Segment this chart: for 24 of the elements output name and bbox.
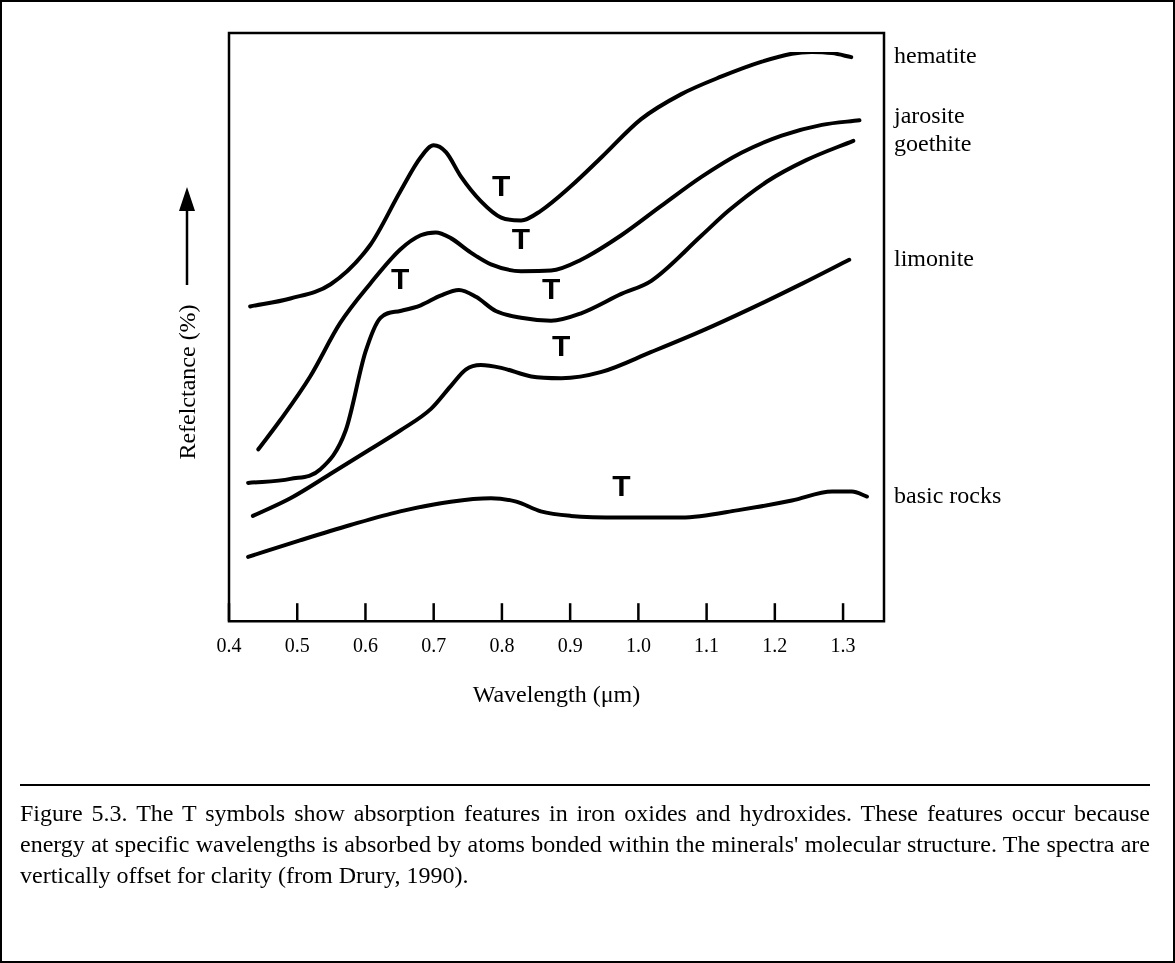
annotation: T [391, 262, 410, 296]
x-tick-label: 0.8 [489, 634, 515, 657]
x-tick-label: 0.9 [557, 634, 583, 657]
x-tick-label: 1.2 [762, 634, 788, 657]
annotation: T [612, 468, 631, 502]
annotation: T [541, 271, 561, 305]
series-label: limonite [894, 245, 974, 272]
annotation: T [511, 222, 531, 256]
series-label: jarosite [893, 101, 965, 128]
x-tick-label: 1.0 [625, 634, 651, 657]
y-axis-title: Refelctance (%) [173, 304, 201, 460]
annotation: T [552, 329, 571, 363]
x-tick-label: 1.1 [694, 634, 720, 657]
x-tick-label: 0.4 [216, 634, 242, 657]
x-axis-title: Wavelength (μm) [472, 680, 641, 707]
annotation: T [492, 168, 511, 202]
series-label: hematite [894, 42, 977, 69]
caption: Figure 5.3. The T symbols show absorption features in iron oxides and hydroxides. These features occur because energy at specific wavelengths is absorbed by atoms bonded within the minerals' molecular structure. The spectra are vertically offset for clarity (from Drury, 1990). [20, 784, 1150, 891]
x-tick-label: 0.6 [352, 634, 378, 657]
series-label: goethite [894, 129, 972, 156]
series-label: basic rocks [894, 481, 1002, 508]
x-tick-label: 0.5 [284, 634, 310, 657]
x-tick-label: 0.7 [421, 634, 447, 657]
x-tick-label: 1.3 [830, 634, 856, 657]
